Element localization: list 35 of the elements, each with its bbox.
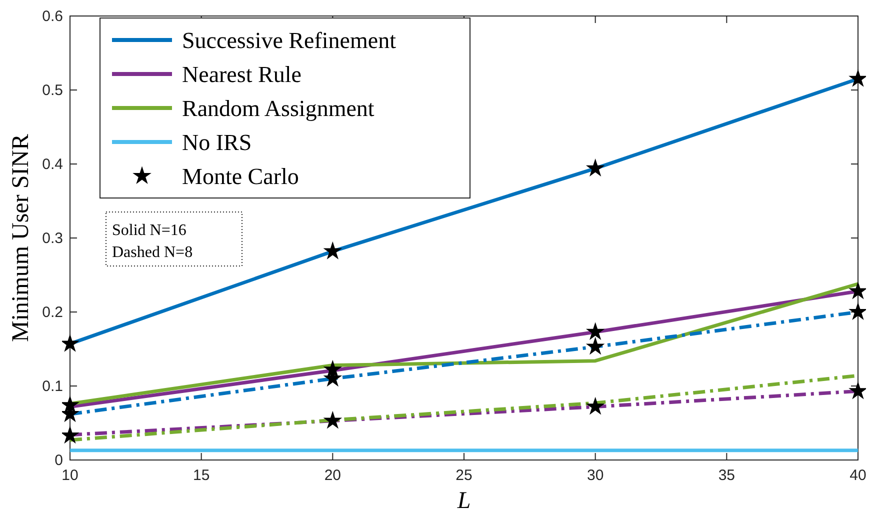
point xyxy=(848,381,866,400)
y-tick-label: 0.2 xyxy=(42,304,63,321)
y-tick-label: 0.6 xyxy=(42,8,63,25)
x-tick-label: 25 xyxy=(456,467,472,484)
y-tick-label: 0.5 xyxy=(42,82,63,99)
y-tick-label: 0.3 xyxy=(42,230,63,247)
y-tick-label: 0.4 xyxy=(42,156,63,173)
point xyxy=(323,410,342,429)
legend-label: Successive Refinement xyxy=(182,28,397,53)
annotation: Solid N=16 xyxy=(112,222,186,239)
y-axis-title: Minimum User SINR xyxy=(8,134,34,342)
point xyxy=(848,302,866,320)
x-tick-label: 10 xyxy=(62,467,78,484)
point xyxy=(62,334,80,352)
legend-label: No IRS xyxy=(182,130,252,155)
x-tick-label: 40 xyxy=(850,467,866,484)
point xyxy=(586,322,605,340)
point xyxy=(848,69,866,87)
point xyxy=(586,158,605,176)
x-tick-label: 30 xyxy=(586,467,604,484)
legend-label: Monte Carlo xyxy=(182,164,299,189)
point xyxy=(62,426,80,444)
x-tick-label: 35 xyxy=(718,467,736,484)
x-tick-label: 20 xyxy=(324,467,342,484)
point xyxy=(586,336,605,355)
x-axis-title: L xyxy=(456,488,471,514)
x-tick-label: 15 xyxy=(192,467,210,484)
annotation: Dashed N=8 xyxy=(112,244,193,261)
y-tick-label: 0 xyxy=(54,452,63,469)
legend-label: Nearest Rule xyxy=(182,62,302,87)
point xyxy=(848,281,866,300)
point xyxy=(323,241,342,260)
point xyxy=(586,396,605,415)
y-tick-label: 0.1 xyxy=(42,378,63,395)
legend-label: Random Assignment xyxy=(182,96,375,121)
